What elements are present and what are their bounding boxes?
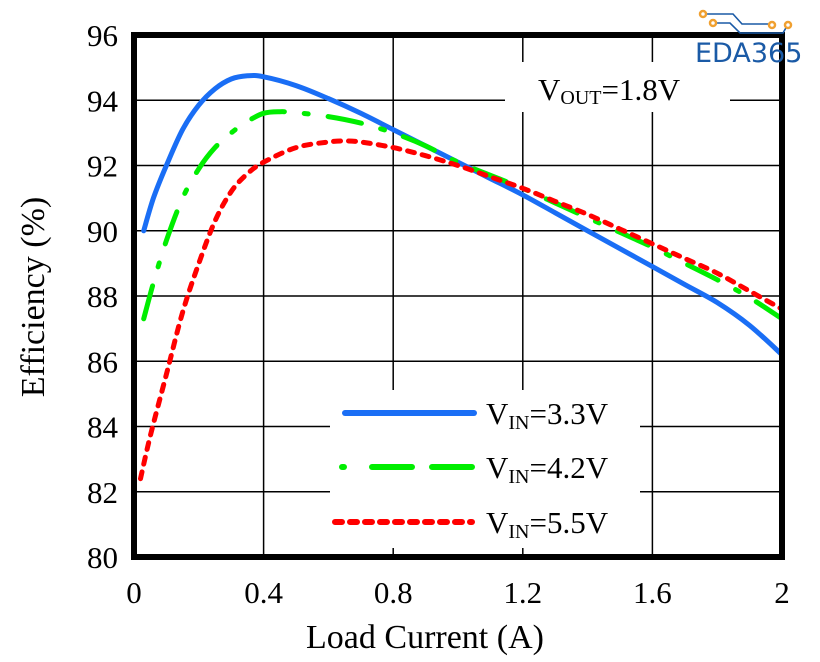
legend-label-rest: =3.3V (530, 396, 609, 431)
tick-labels: 0 0.4 0.8 1.2 1.6 2 80 82 84 86 88 90 92 94 96 (87, 18, 790, 610)
annotation-background (505, 62, 730, 112)
y-tick-label: 92 (87, 149, 118, 184)
y-tick-label: 80 (87, 540, 118, 575)
eda365-logo-text: EDA365 (695, 38, 802, 69)
y-tick-label: 96 (87, 18, 118, 53)
x-tick-label: 0.4 (244, 575, 283, 610)
legend-label: VIN=3.3V (486, 396, 609, 434)
series-line-vin-5-5v (138, 138, 785, 482)
legend-label-main: V (486, 505, 509, 540)
vout-annotation-rest: =1.8V (602, 72, 681, 107)
legend-label-main: V (486, 396, 509, 431)
y-tick-label: 86 (87, 344, 118, 379)
vout-annotation: VOUT=1.8V (538, 72, 681, 109)
y-tick-label: 82 (87, 475, 118, 510)
x-tick-label: 2 (774, 575, 790, 610)
plot-frame (131, 32, 785, 560)
x-tick-label: 1.2 (503, 575, 542, 610)
y-axis-title: Efficiency (%) (15, 197, 52, 397)
y-tick-label: 84 (87, 410, 119, 445)
series-line-vin-3-3v (141, 72, 785, 358)
y-tick-label: 90 (87, 214, 118, 249)
circuit-trace-icon (705, 13, 788, 34)
eda365-logo: EDA365 (695, 9, 802, 69)
legend-label: VIN=5.5V (486, 505, 609, 543)
legend-label-rest: =4.2V (530, 450, 609, 485)
series-group (138, 72, 785, 482)
y-tick-label: 94 (87, 83, 119, 118)
legend-label: VIN=4.2V (486, 450, 609, 488)
x-tick-label: 0 (126, 575, 142, 610)
vout-annotation-sub: OUT (560, 87, 601, 109)
circuit-pad-icons (698, 9, 793, 30)
vout-annotation-main: V (538, 72, 561, 107)
legend-label-main: V (486, 450, 509, 485)
x-tick-label: 0.8 (374, 575, 413, 610)
legend-label-sub: IN (508, 466, 529, 488)
x-axis-title: Load Current (A) (306, 619, 544, 656)
legend-label-sub: IN (508, 521, 529, 543)
legend-label-sub: IN (508, 412, 529, 434)
legend-label-rest: =5.5V (530, 505, 609, 540)
series-line-vin-4-2v (141, 109, 785, 322)
x-tick-label: 1.6 (633, 575, 672, 610)
y-tick-label: 88 (87, 279, 118, 314)
